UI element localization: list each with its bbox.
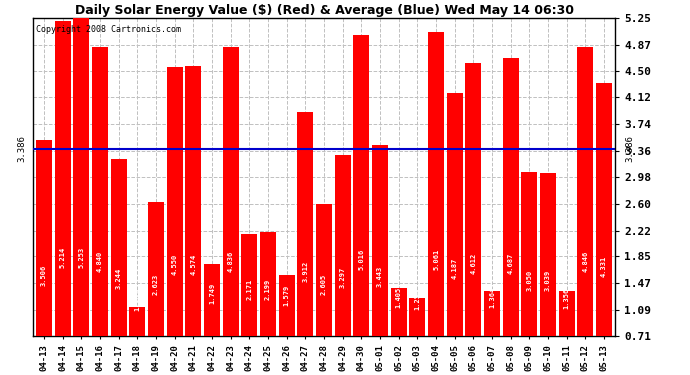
Bar — [578, 46, 593, 336]
Bar — [353, 35, 369, 336]
Bar — [466, 63, 482, 336]
Text: 4.836: 4.836 — [228, 251, 234, 272]
Bar — [559, 291, 575, 336]
Text: 2.199: 2.199 — [265, 278, 271, 300]
Text: 1.364: 1.364 — [489, 287, 495, 308]
Text: 3.039: 3.039 — [545, 270, 551, 291]
Bar — [36, 141, 52, 336]
Bar — [316, 204, 332, 336]
Bar — [110, 159, 126, 336]
Bar — [186, 66, 201, 336]
Bar — [55, 21, 70, 336]
Title: Daily Solar Energy Value ($) (Red) & Average (Blue) Wed May 14 06:30: Daily Solar Energy Value ($) (Red) & Ave… — [75, 4, 573, 17]
Text: 3.386: 3.386 — [17, 135, 26, 162]
Bar — [241, 234, 257, 336]
Text: 4.840: 4.840 — [97, 251, 103, 272]
Bar — [279, 276, 295, 336]
Bar — [447, 93, 463, 336]
Text: 5.061: 5.061 — [433, 248, 439, 270]
Text: 3.443: 3.443 — [377, 266, 383, 286]
Bar — [260, 232, 276, 336]
Bar — [204, 264, 220, 336]
Bar — [409, 298, 425, 336]
Text: 1.405: 1.405 — [395, 287, 402, 308]
Text: 2.171: 2.171 — [246, 279, 253, 300]
Text: 4.574: 4.574 — [190, 254, 197, 275]
Bar — [596, 83, 612, 336]
Bar — [73, 18, 89, 336]
Bar — [484, 291, 500, 336]
Bar — [428, 32, 444, 336]
Text: 5.253: 5.253 — [78, 246, 84, 268]
Text: 2.605: 2.605 — [321, 274, 327, 296]
Bar — [503, 58, 519, 336]
Bar — [391, 288, 406, 336]
Text: 1.250: 1.250 — [415, 288, 420, 310]
Bar — [223, 47, 239, 336]
Text: 1.749: 1.749 — [209, 283, 215, 304]
Text: 3.912: 3.912 — [302, 260, 308, 282]
Text: 3.506: 3.506 — [41, 265, 47, 286]
Text: Copyright 2008 Cartronics.com: Copyright 2008 Cartronics.com — [36, 25, 181, 34]
Text: 4.687: 4.687 — [508, 252, 514, 273]
Bar — [167, 68, 183, 336]
Text: 4.187: 4.187 — [452, 258, 457, 279]
Text: 5.214: 5.214 — [59, 247, 66, 268]
Bar — [540, 173, 556, 336]
Text: 5.016: 5.016 — [358, 249, 364, 270]
Bar — [130, 308, 146, 336]
Text: 1.123: 1.123 — [135, 290, 140, 311]
Text: 3.297: 3.297 — [339, 267, 346, 288]
Bar — [297, 112, 313, 336]
Text: 4.846: 4.846 — [582, 251, 589, 272]
Bar — [522, 172, 538, 336]
Text: 2.623: 2.623 — [153, 274, 159, 295]
Text: 4.550: 4.550 — [172, 254, 177, 275]
Text: 1.356: 1.356 — [564, 287, 570, 309]
Text: 3.244: 3.244 — [116, 267, 121, 289]
Text: 3.050: 3.050 — [526, 270, 533, 291]
Bar — [372, 145, 388, 336]
Bar — [148, 202, 164, 336]
Bar — [335, 155, 351, 336]
Text: 3.386: 3.386 — [626, 135, 635, 162]
Bar — [92, 47, 108, 336]
Text: 4.612: 4.612 — [471, 253, 476, 274]
Text: 1.579: 1.579 — [284, 285, 290, 306]
Text: 4.331: 4.331 — [601, 256, 607, 277]
